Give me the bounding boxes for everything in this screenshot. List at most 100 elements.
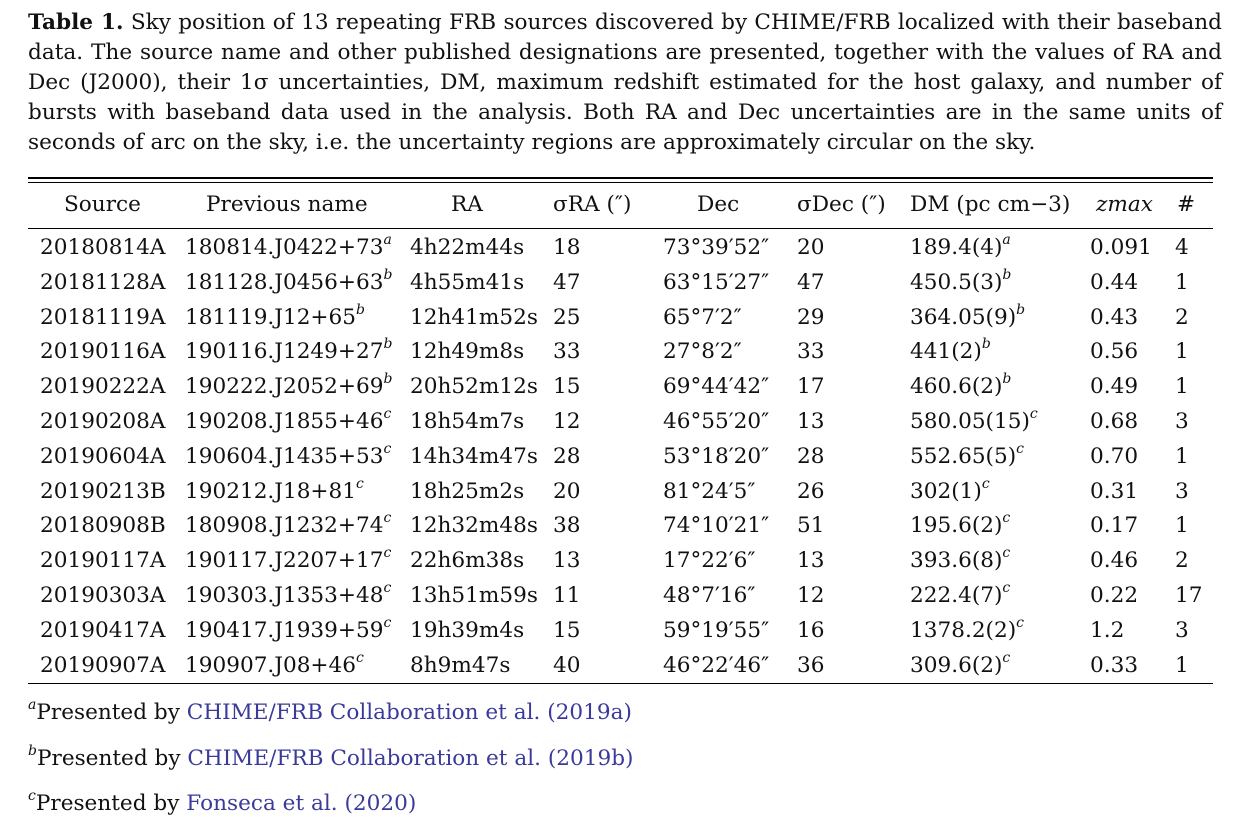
- cell-zmax: 0.70: [1090, 443, 1139, 469]
- cell-ra: 8h9m47s: [410, 652, 511, 678]
- cell-sigma-dec: 36: [797, 652, 825, 678]
- cell-previous-name: 180814.J0422+73: [185, 235, 384, 260]
- citation-link[interactable]: CHIME/FRB Collaboration et al. (2019a): [186, 700, 632, 725]
- cell-sigma-ra: 15: [553, 617, 581, 643]
- cell-sigma-ra: 33: [553, 339, 581, 365]
- footnote-marker: c: [1002, 580, 1011, 596]
- cell-dec: 74°10′21″: [663, 513, 770, 539]
- citation-link[interactable]: CHIME/FRB Collaboration et al. (2019b): [187, 746, 634, 771]
- cell-sigma-dec: 20: [797, 235, 825, 260]
- cell-count: 3: [1175, 617, 1189, 643]
- cell-source: 20190116A: [40, 339, 166, 365]
- cell-dec: 53°18′20″: [663, 443, 770, 469]
- citation-link[interactable]: Fonseca et al. (2020): [186, 791, 417, 816]
- cell-dm: 195.6(2): [910, 513, 1003, 539]
- cell-dec: 59°19′55″: [663, 617, 770, 643]
- cell-dm: 1378.2(2): [910, 617, 1017, 643]
- cell-sigma-ra: 13: [553, 548, 581, 574]
- cell-previous-name-wrap: 190116.J1249+27b: [185, 336, 393, 365]
- cell-ra: 4h22m44s: [410, 235, 525, 260]
- cell-sigma-dec: 33: [797, 339, 825, 365]
- top-rule: [28, 177, 1213, 179]
- footnote: cPresented by Fonseca et al. (2020): [28, 788, 417, 816]
- footnote-marker: c: [1002, 545, 1011, 562]
- cell-ra: 20h52m12s: [410, 374, 538, 400]
- cell-ra: 18h25m2s: [410, 478, 525, 504]
- cell-sigma-ra: 25: [553, 304, 581, 330]
- cell-dec: 63°15′27″: [663, 269, 770, 295]
- cell-source: 20181119A: [40, 304, 166, 330]
- header-sigma-ra: σRA (″): [553, 192, 632, 217]
- footnote-marker: c: [356, 649, 364, 666]
- header-source: Source: [64, 192, 141, 217]
- cell-previous-name-wrap: 190303.J1353+48c: [185, 580, 391, 608]
- cell-count: 1: [1175, 652, 1189, 678]
- cell-sigma-dec: 51: [797, 513, 825, 539]
- cell-source: 20190604A: [40, 443, 166, 469]
- footnote-mark: b: [28, 743, 37, 759]
- cell-previous-name-wrap: 190117.J2207+17c: [185, 545, 391, 574]
- cell-ra: 19h39m4s: [410, 617, 525, 643]
- caption-text: Sky position of 13 repeating FRB sources…: [28, 10, 1222, 155]
- cell-dm-wrap: 309.6(2)c: [910, 650, 1010, 678]
- footnote-marker: c: [383, 510, 392, 527]
- cell-previous-name: 190116.J1249+27: [185, 339, 384, 365]
- cell-count: 1: [1175, 269, 1189, 295]
- cell-dm: 441(2): [910, 339, 982, 365]
- cell-dm: 309.6(2): [910, 652, 1003, 678]
- footnote: bPresented by CHIME/FRB Collaboration et…: [28, 743, 634, 771]
- cell-zmax: 0.46: [1090, 548, 1139, 574]
- cell-ra: 12h49m8s: [410, 339, 525, 365]
- footnote-marker: b: [383, 266, 393, 283]
- cell-source: 20180814A: [40, 235, 166, 260]
- cell-previous-name-wrap: 180814.J0422+73a: [185, 232, 392, 260]
- cell-previous-name: 190117.J2207+17: [185, 548, 384, 574]
- header-dec: Dec: [697, 192, 740, 217]
- cell-ra: 12h32m48s: [410, 513, 538, 539]
- footnote-marker: c: [1016, 614, 1024, 631]
- cell-ra: 22h6m38s: [410, 548, 525, 574]
- cell-zmax: 1.2: [1090, 617, 1125, 643]
- cell-dm-wrap: 222.4(7)c: [910, 580, 1011, 608]
- footnote-marker: b: [1002, 371, 1012, 388]
- cell-sigma-dec: 28: [797, 443, 825, 469]
- cell-sigma-ra: 11: [553, 583, 581, 608]
- cell-zmax: 0.091: [1090, 235, 1152, 260]
- footnote-marker: c: [356, 475, 364, 492]
- cell-previous-name: 190907.J08+46: [185, 652, 356, 678]
- cell-source: 20190303A: [40, 583, 166, 608]
- footnote-marker: b: [383, 336, 393, 353]
- header-count: #: [1177, 192, 1196, 217]
- cell-dec: 69°44′42″: [663, 374, 770, 400]
- cell-dm-wrap: 189.4(4)a: [910, 232, 1011, 260]
- cell-dec: 81°24′5″: [663, 478, 756, 504]
- cell-sigma-dec: 13: [797, 409, 825, 434]
- cell-dec: 65°7′2″: [663, 304, 742, 330]
- cell-source: 20190222A: [40, 374, 166, 400]
- cell-previous-name-wrap: 190907.J08+46c: [185, 649, 364, 678]
- cell-previous-name-wrap: 190222.J2052+69b: [185, 371, 392, 399]
- cell-dm: 552.65(5): [910, 443, 1017, 469]
- cell-previous-name-wrap: 190417.J1939+59c: [185, 615, 391, 643]
- footnote-text: Presented by: [36, 700, 187, 725]
- header-previous-name: Previous name: [206, 192, 368, 217]
- cell-previous-name: 190417.J1939+59: [185, 617, 384, 643]
- cell-zmax: 0.33: [1090, 652, 1139, 678]
- cell-sigma-dec: 29: [797, 304, 825, 330]
- cell-zmax: 0.22: [1090, 583, 1139, 608]
- cell-sigma-ra: 15: [553, 374, 581, 400]
- cell-previous-name-wrap: 180908.J1232+74c: [185, 510, 392, 538]
- cell-dec: 46°55′20″: [663, 409, 770, 434]
- cell-sigma-ra: 12: [553, 409, 581, 434]
- cell-previous-name-wrap: 190604.J1435+53c: [185, 441, 391, 469]
- cell-dm-wrap: 450.5(3)b: [910, 267, 1011, 295]
- cell-count: 1: [1175, 513, 1189, 539]
- cell-source: 20181128A: [40, 269, 166, 295]
- cell-dec: 17°22′6″: [663, 548, 756, 574]
- cell-ra: 4h55m41s: [410, 269, 525, 295]
- footnote: aPresented by CHIME/FRB Collaboration et…: [28, 697, 632, 725]
- footnote-marker: c: [383, 406, 392, 422]
- footnote-mark: a: [28, 697, 37, 713]
- cell-dm-wrap: 393.6(8)c: [910, 545, 1011, 573]
- cell-zmax: 0.31: [1090, 478, 1139, 504]
